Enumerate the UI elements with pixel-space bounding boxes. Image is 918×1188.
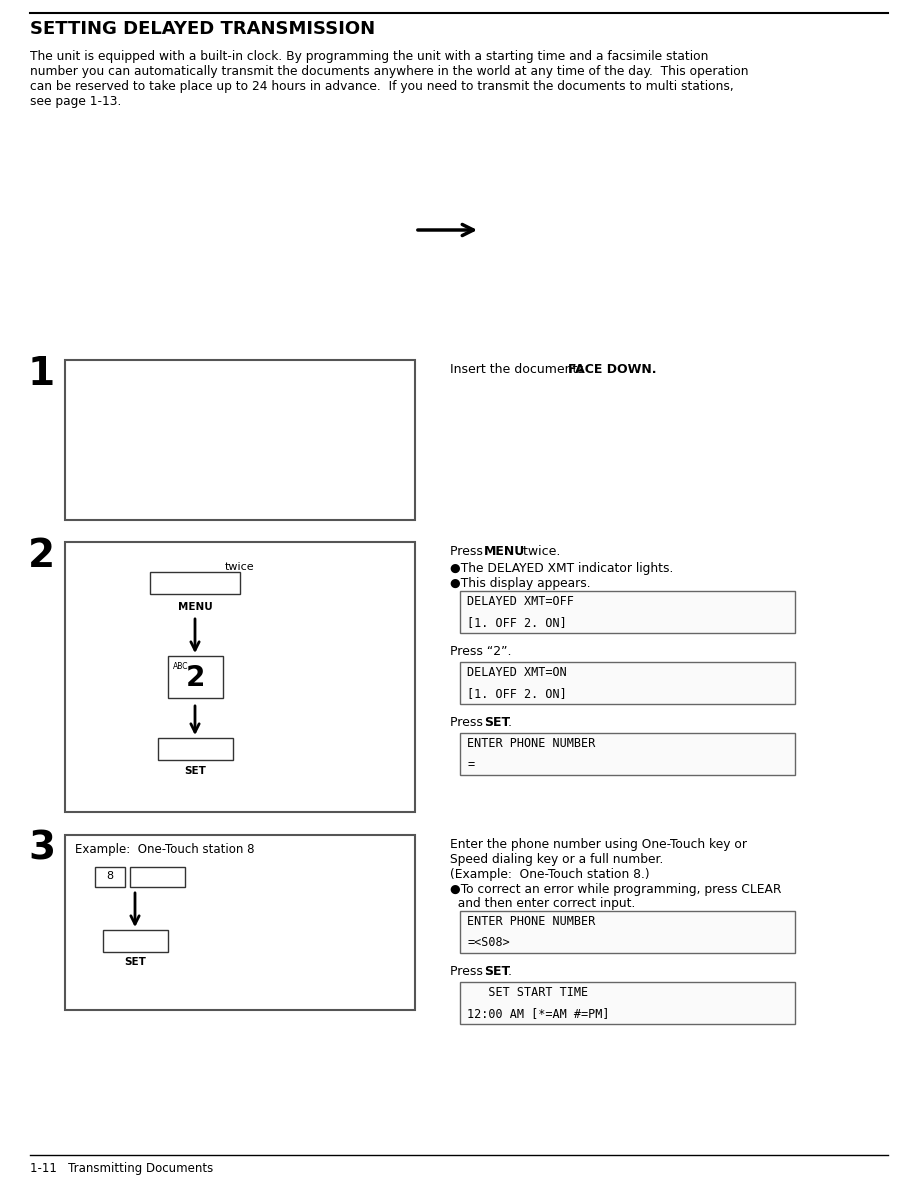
Bar bbox=[65, 542, 415, 813]
Text: number you can automatically transmit the documents anywhere in the world at any: number you can automatically transmit th… bbox=[30, 65, 748, 78]
Text: ABC: ABC bbox=[173, 662, 188, 671]
Text: ●To correct an error while programming, press CLEAR: ●To correct an error while programming, … bbox=[450, 883, 781, 896]
Text: Enter the phone number using One-Touch key or: Enter the phone number using One-Touch k… bbox=[450, 838, 747, 851]
Text: SET: SET bbox=[484, 965, 510, 978]
Text: The unit is equipped with a built-in clock. By programming the unit with a start: The unit is equipped with a built-in clo… bbox=[30, 50, 709, 63]
Text: 1-11   Transmitting Documents: 1-11 Transmitting Documents bbox=[30, 1162, 213, 1175]
Text: can be reserved to take place up to 24 hours in advance.  If you need to transmi: can be reserved to take place up to 24 h… bbox=[30, 80, 733, 93]
Text: ENTER PHONE NUMBER: ENTER PHONE NUMBER bbox=[467, 915, 595, 928]
Bar bbox=[460, 733, 795, 775]
Text: ●This display appears.: ●This display appears. bbox=[450, 577, 590, 590]
Text: Press “2”.: Press “2”. bbox=[450, 645, 511, 658]
Text: twice.: twice. bbox=[519, 545, 560, 558]
Bar bbox=[460, 662, 795, 704]
Text: 3: 3 bbox=[28, 830, 55, 868]
Text: MENU: MENU bbox=[484, 545, 525, 558]
Text: Press: Press bbox=[450, 716, 487, 729]
Text: FACE DOWN.: FACE DOWN. bbox=[568, 364, 656, 375]
Text: SET: SET bbox=[124, 958, 146, 967]
Text: twice: twice bbox=[225, 562, 254, 571]
Text: Press: Press bbox=[450, 545, 487, 558]
Text: [1. OFF 2. ON]: [1. OFF 2. ON] bbox=[467, 617, 566, 628]
Text: ●The DELAYED XMT indicator lights.: ●The DELAYED XMT indicator lights. bbox=[450, 562, 674, 575]
Text: SETTING DELAYED TRANSMISSION: SETTING DELAYED TRANSMISSION bbox=[30, 20, 375, 38]
Text: 2: 2 bbox=[186, 664, 206, 691]
Text: Press: Press bbox=[450, 965, 487, 978]
Bar bbox=[158, 738, 233, 760]
Text: SET START TIME: SET START TIME bbox=[467, 986, 588, 999]
Text: .: . bbox=[508, 965, 512, 978]
Bar bbox=[65, 835, 415, 1010]
Text: see page 1-13.: see page 1-13. bbox=[30, 95, 121, 108]
Bar bbox=[460, 590, 795, 633]
Text: Insert the documents: Insert the documents bbox=[450, 364, 588, 375]
Bar bbox=[130, 867, 185, 887]
Text: Example:  One-Touch station 8: Example: One-Touch station 8 bbox=[75, 843, 254, 857]
Bar bbox=[168, 656, 223, 699]
Text: and then enter correct input.: and then enter correct input. bbox=[450, 897, 635, 910]
Bar bbox=[150, 571, 240, 594]
Text: (Example:  One-Touch station 8.): (Example: One-Touch station 8.) bbox=[450, 868, 650, 881]
Bar bbox=[65, 360, 415, 520]
Text: MENU: MENU bbox=[177, 602, 212, 612]
Bar bbox=[95, 867, 125, 887]
Text: 8: 8 bbox=[106, 871, 114, 881]
Text: SET: SET bbox=[185, 766, 206, 776]
Text: .: . bbox=[508, 716, 512, 729]
Text: 2: 2 bbox=[28, 537, 55, 575]
Bar bbox=[460, 911, 795, 953]
Text: DELAYED XMT=ON: DELAYED XMT=ON bbox=[467, 666, 566, 680]
Text: DELAYED XMT=OFF: DELAYED XMT=OFF bbox=[467, 595, 574, 608]
Text: 12:00 AM [*=AM #=PM]: 12:00 AM [*=AM #=PM] bbox=[467, 1007, 610, 1020]
Text: [1. OFF 2. ON]: [1. OFF 2. ON] bbox=[467, 687, 566, 700]
Text: =: = bbox=[467, 758, 474, 771]
Bar bbox=[103, 930, 168, 952]
Text: Speed dialing key or a full number.: Speed dialing key or a full number. bbox=[450, 853, 664, 866]
Text: SET: SET bbox=[484, 716, 510, 729]
Text: ENTER PHONE NUMBER: ENTER PHONE NUMBER bbox=[467, 737, 595, 750]
Bar bbox=[460, 982, 795, 1024]
Text: =<S08>: =<S08> bbox=[467, 936, 509, 949]
Text: 1: 1 bbox=[28, 355, 55, 393]
